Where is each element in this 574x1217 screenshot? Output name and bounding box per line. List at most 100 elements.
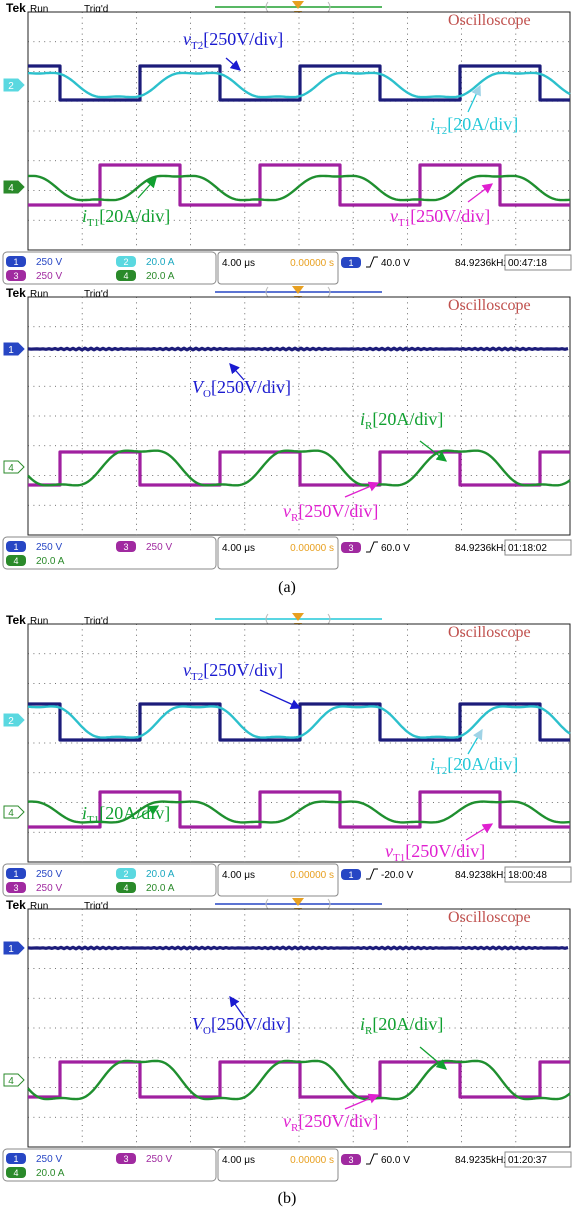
channel-box	[3, 537, 216, 569]
subscript: T1	[87, 814, 99, 826]
channel-id: 1	[13, 869, 18, 879]
symbol: v	[183, 29, 191, 49]
channel-scale: 250 V	[146, 1154, 172, 1165]
channel-id: 4	[123, 883, 128, 893]
symbol: v	[283, 501, 291, 521]
channel-marker	[4, 1074, 24, 1086]
trigger-level: 60.0 V	[381, 543, 410, 554]
symbol: v	[385, 841, 393, 861]
panel-label: Oscilloscope	[448, 297, 531, 314]
subscript: T1	[393, 852, 405, 864]
channel-marker-label: 1	[8, 944, 14, 955]
channel-scale: 250 V	[36, 542, 62, 553]
scale: [20A/div]	[447, 114, 518, 134]
symbol: v	[390, 206, 398, 226]
channel-box	[3, 864, 216, 896]
trigger-level: -20.0 V	[381, 870, 414, 881]
frequency: 84.9236kHz	[455, 543, 508, 554]
channel-marker	[4, 461, 24, 473]
channel-scale: 20.0 A	[36, 1168, 65, 1179]
scale: [250V/div]	[298, 501, 378, 521]
timebase: 4.00 μs	[222, 258, 255, 269]
scale: [250V/div]	[298, 1111, 378, 1131]
channel-scale: 20.0 A	[146, 883, 175, 894]
channel-id: 3	[13, 271, 18, 281]
channel-scale: 250 V	[36, 1154, 62, 1165]
channel-marker-label: 2	[8, 716, 14, 727]
channel-scale: 250 V	[36, 257, 62, 268]
frequency: 84.9235kHz	[455, 1155, 508, 1166]
channel-scale: 20.0 A	[146, 271, 175, 282]
trigger-source: 3	[348, 543, 353, 553]
scale: [250V/div]	[211, 377, 291, 397]
channel-marker-label: 1	[8, 345, 14, 356]
delay: 0.00000 s	[290, 258, 334, 269]
channel-id: 3	[13, 883, 18, 893]
oscilloscope-panel: TekRunTrig'dOscilloscope14VO[250V/div]iR…	[3, 898, 571, 1181]
timebase: 4.00 μs	[222, 870, 255, 881]
scale: [250V/div]	[203, 29, 283, 49]
brand: Tek	[6, 613, 26, 627]
scale: [20A/div]	[372, 1014, 443, 1034]
channel-scale: 250 V	[36, 869, 62, 880]
channel-scale: 20.0 A	[146, 257, 175, 268]
subscript: T2	[191, 40, 203, 52]
channel-scale: 20.0 A	[36, 556, 65, 567]
channel-scale: 20.0 A	[146, 869, 175, 880]
channel-id: 4	[13, 556, 18, 566]
scale: [20A/div]	[99, 803, 170, 823]
slope-icon	[366, 257, 378, 267]
channel-marker	[4, 806, 24, 818]
channel-scale: 250 V	[36, 271, 62, 282]
clock: 18:00:48	[508, 870, 547, 881]
channel-id: 1	[13, 542, 18, 552]
scale: [250V/div]	[203, 660, 283, 680]
channel-id: 3	[123, 542, 128, 552]
clock: 01:20:37	[508, 1155, 547, 1166]
channel-scale: 250 V	[146, 542, 172, 553]
scale: [250V/div]	[410, 206, 490, 226]
slope-icon	[366, 869, 378, 879]
brand: Tek	[6, 1, 26, 15]
scale: [20A/div]	[372, 409, 443, 429]
brand: Tek	[6, 898, 26, 912]
channel-marker	[4, 343, 24, 355]
caption: (b)	[278, 1190, 297, 1207]
channel-marker	[4, 79, 24, 91]
trigger-source: 1	[348, 258, 353, 268]
channel-id: 4	[123, 271, 128, 281]
subscript: T2	[435, 765, 447, 777]
clock: 00:47:18	[508, 258, 547, 269]
oscilloscope-panel: TekRunTrig'dOscilloscope24vT2[250V/div]i…	[3, 1, 571, 284]
channel-id: 2	[123, 869, 128, 879]
subscript: O	[203, 388, 211, 400]
waveform	[28, 348, 568, 350]
channel-id: 1	[13, 257, 18, 267]
channel-id: 2	[123, 257, 128, 267]
channel-marker	[4, 942, 24, 954]
subscript: T1	[87, 217, 99, 229]
symbol: v	[183, 660, 191, 680]
slope-icon	[366, 542, 378, 552]
scale: [250V/div]	[211, 1014, 291, 1034]
trigger-source: 1	[348, 870, 353, 880]
symbol: v	[283, 1111, 291, 1131]
waveform	[28, 947, 568, 949]
slope-icon	[366, 1154, 378, 1164]
trigger-level: 40.0 V	[381, 258, 410, 269]
oscilloscope-panel: TekRunTrig'dOscilloscope24vT2[250V/div]i…	[3, 613, 571, 896]
channel-scale: 250 V	[36, 883, 62, 894]
delay: 0.00000 s	[290, 543, 334, 554]
channel-marker-label: 4	[8, 183, 14, 194]
channel-marker-label: 2	[8, 81, 14, 92]
delay: 0.00000 s	[290, 870, 334, 881]
delay: 0.00000 s	[290, 1155, 334, 1166]
panel-label: Oscilloscope	[448, 12, 531, 29]
timebase: 4.00 μs	[222, 1155, 255, 1166]
clock: 01:18:02	[508, 543, 547, 554]
scale: [20A/div]	[447, 754, 518, 774]
panel-label: Oscilloscope	[448, 909, 531, 926]
brand: Tek	[6, 286, 26, 300]
timebase: 4.00 μs	[222, 543, 255, 554]
